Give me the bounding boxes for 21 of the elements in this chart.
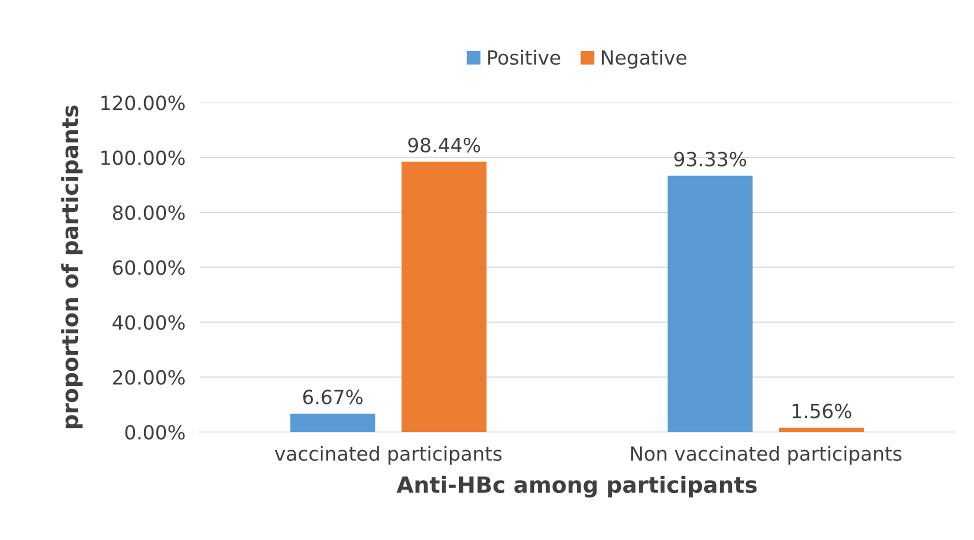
y-tick-label: 0.00%	[125, 424, 185, 440]
y-tick-label: 120.00%	[101, 96, 185, 110]
bar	[779, 428, 864, 432]
data-label: 6.67%	[303, 390, 363, 404]
data-label: 1.56%	[792, 404, 852, 418]
y-tick-label: 100.00%	[101, 150, 185, 166]
legend-label: Negative	[602, 50, 686, 69]
y-axis-title: proportion of participants	[61, 106, 83, 428]
legend-label: Positive	[488, 50, 560, 65]
bar	[668, 176, 753, 432]
bar	[402, 162, 487, 432]
y-tick-label: 20.00%	[113, 370, 185, 385]
data-label: 93.33%	[674, 152, 746, 166]
x-tick-label: Non vaccinated participants	[631, 446, 902, 465]
x-axis-title: Anti-HBc among participants	[396, 476, 757, 498]
y-tick-label: 40.00%	[112, 315, 185, 330]
bar	[290, 414, 376, 432]
y-tick-label: 80.00%	[112, 205, 185, 220]
x-tick-label: vaccinated participants	[274, 446, 502, 465]
data-label: 98.44%	[408, 138, 480, 152]
y-tick-label: 60.00%	[113, 260, 185, 275]
